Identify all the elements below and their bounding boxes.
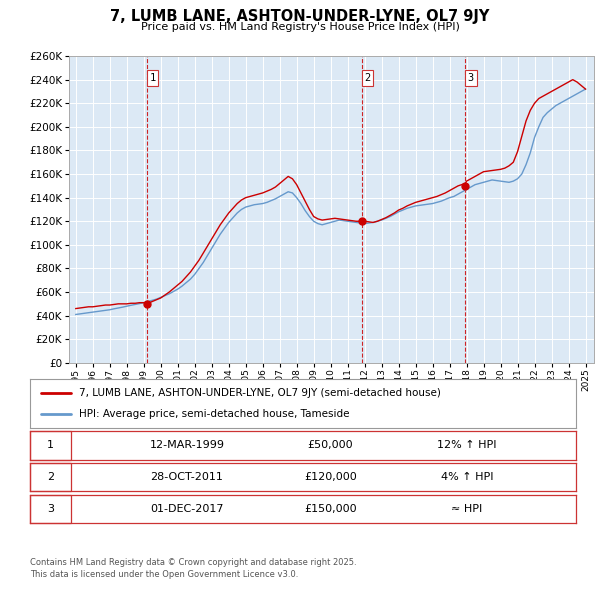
Text: 2: 2 — [364, 73, 370, 83]
Text: 28-OCT-2011: 28-OCT-2011 — [150, 473, 223, 482]
Text: 1: 1 — [47, 441, 54, 450]
Text: 01-DEC-2017: 01-DEC-2017 — [150, 504, 224, 514]
Text: 12-MAR-1999: 12-MAR-1999 — [150, 441, 225, 450]
FancyBboxPatch shape — [30, 431, 71, 460]
Text: 7, LUMB LANE, ASHTON-UNDER-LYNE, OL7 9JY: 7, LUMB LANE, ASHTON-UNDER-LYNE, OL7 9JY — [110, 9, 490, 24]
Text: 2: 2 — [47, 473, 55, 482]
Text: 7, LUMB LANE, ASHTON-UNDER-LYNE, OL7 9JY (semi-detached house): 7, LUMB LANE, ASHTON-UNDER-LYNE, OL7 9JY… — [79, 388, 441, 398]
Text: ≈ HPI: ≈ HPI — [451, 504, 482, 514]
Text: 3: 3 — [47, 504, 54, 514]
Text: 12% ↑ HPI: 12% ↑ HPI — [437, 441, 497, 450]
Text: £120,000: £120,000 — [304, 473, 356, 482]
Text: Price paid vs. HM Land Registry's House Price Index (HPI): Price paid vs. HM Land Registry's House … — [140, 22, 460, 32]
FancyBboxPatch shape — [30, 495, 71, 523]
Text: £50,000: £50,000 — [307, 441, 353, 450]
Text: 1: 1 — [149, 73, 156, 83]
Text: £150,000: £150,000 — [304, 504, 356, 514]
Text: 4% ↑ HPI: 4% ↑ HPI — [440, 473, 493, 482]
FancyBboxPatch shape — [30, 463, 71, 491]
Text: Contains HM Land Registry data © Crown copyright and database right 2025.
This d: Contains HM Land Registry data © Crown c… — [30, 558, 356, 579]
Text: 3: 3 — [468, 73, 474, 83]
Text: HPI: Average price, semi-detached house, Tameside: HPI: Average price, semi-detached house,… — [79, 409, 350, 419]
